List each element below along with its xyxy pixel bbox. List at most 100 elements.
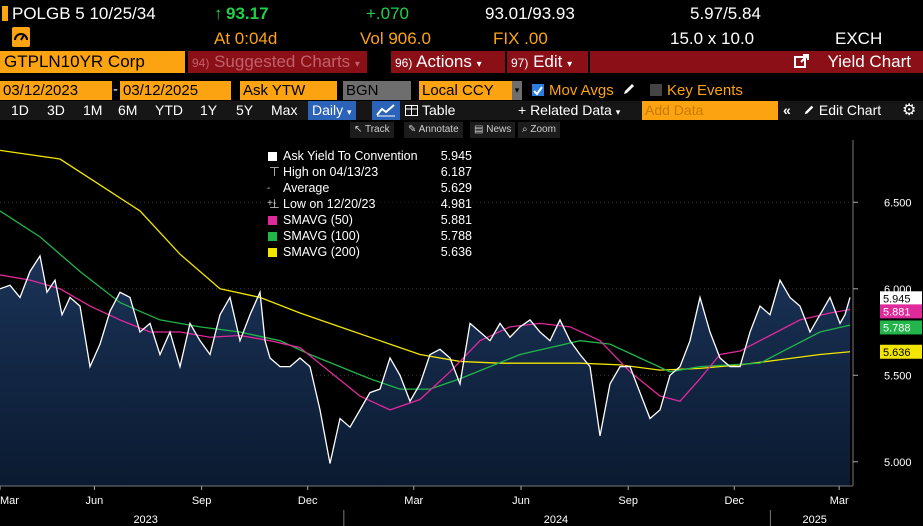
key-events-checkbox[interactable] — [650, 84, 662, 96]
suggested-charts-button[interactable]: 94) Suggested Charts ▾ — [188, 51, 367, 73]
legend-value: 4.981 — [440, 197, 472, 211]
source-field[interactable]: BGN — [343, 81, 411, 100]
x-axis: Mar Jun Sep Dec Mar Jun Sep Dec Mar 2023 2024 2025 — [0, 485, 853, 526]
start-date-field[interactable]: 03/12/2023 — [0, 81, 112, 100]
gear-icon[interactable]: ⚙ — [902, 102, 917, 119]
legend-label: Ask Yield To Convention — [283, 149, 418, 163]
currency-dropdown-icon[interactable]: ▾ — [512, 81, 522, 100]
legend-label: SMAVG (200) — [283, 245, 360, 259]
legend-value: 5.636 — [440, 245, 472, 259]
period-daily-select[interactable]: Daily ▾ — [308, 101, 356, 120]
y-tick-label: 5.500 — [884, 370, 912, 382]
security-field[interactable]: GTPLN10YR Corp — [0, 51, 185, 73]
annotate-label: Annotate — [418, 124, 459, 135]
mov-avgs-checkbox[interactable] — [532, 84, 544, 96]
legend-item-sma100: SMAVG (100) 5.788 — [266, 229, 478, 244]
actions-button[interactable]: 96) Actions ▾ — [391, 51, 505, 73]
dropdown-arrow-icon: ▾ — [476, 59, 482, 70]
fix: FIX .00 — [493, 29, 548, 48]
track-tool[interactable]: ↖ Track — [350, 122, 394, 138]
legend-item-yield: Ask Yield To Convention 5.945 — [266, 149, 478, 164]
legend-item-average: -+- Average 5.629 — [266, 181, 478, 209]
x-tick-label: Mar — [0, 495, 19, 507]
period-ytd[interactable]: YTD — [155, 102, 183, 118]
x-tick-label: Jun — [512, 495, 530, 507]
table-icon[interactable] — [405, 101, 418, 120]
track-label: Track — [364, 124, 390, 135]
exchange: EXCH — [835, 29, 883, 48]
period-daily-label: Daily — [312, 102, 344, 118]
quote-size: 15.0 x 10.0 — [670, 29, 755, 48]
end-date-field[interactable]: 03/12/2025 — [120, 81, 231, 100]
related-data-label: + Related Data — [518, 102, 612, 118]
actions-num: 96) — [395, 56, 413, 70]
annotate-tool[interactable]: ✎ Annotate — [404, 122, 463, 138]
related-data-button[interactable]: + Related Data ▾ — [518, 101, 620, 120]
period-1y[interactable]: 1Y — [200, 102, 218, 118]
table-button[interactable]: Table — [422, 102, 456, 118]
series-line — [0, 149, 851, 371]
up-arrow-icon: ↑ — [214, 4, 223, 23]
period-bar: 1D 3D 1M 6M YTD 1Y 5Y Max Daily ▾ Table … — [0, 101, 923, 120]
annotate-icon: ✎ — [408, 124, 419, 135]
x-tick-label: Sep — [192, 495, 212, 507]
ticker[interactable]: POLGB 5 10/25/34 — [12, 4, 156, 23]
x-tick-label: Sep — [618, 495, 638, 507]
dropdown-arrow-icon: ▾ — [347, 107, 352, 117]
average-marker-icon: -+- — [267, 183, 277, 209]
key-events-label[interactable]: Key Events — [667, 82, 743, 99]
legend-value: 5.945 — [440, 149, 472, 163]
zoom-icon: ⌕ — [522, 124, 531, 135]
legend-item-sma200: SMAVG (200) 5.636 — [266, 245, 478, 260]
period-1m[interactable]: 1M — [83, 102, 103, 118]
suggested-charts-num: 94) — [192, 56, 210, 70]
legend-label: Low on 12/20/23 — [283, 197, 376, 211]
edit-chart-button[interactable]: Edit Chart — [803, 101, 881, 120]
legend-item-high: ⊤ High on 04/13/23 6.187 — [266, 165, 478, 180]
period-3d[interactable]: 3D — [47, 102, 65, 118]
period-1d[interactable]: 1D — [11, 102, 29, 118]
legend-swatch — [268, 152, 277, 161]
collapse-icon[interactable]: « — [783, 102, 791, 118]
currency-field[interactable]: Local CCY — [419, 81, 512, 100]
edit-label: Edit — [533, 52, 563, 71]
chart-legend[interactable]: Ask Yield To Convention 5.945 ⊤ High on … — [262, 145, 480, 265]
field-selector[interactable]: Ask YTW — [240, 81, 337, 100]
edit-num: 97) — [511, 56, 529, 70]
last-value-label: 5.636 — [883, 347, 911, 359]
edit-chart-label: Edit Chart — [818, 102, 882, 118]
year-label: 2025 — [802, 514, 826, 526]
pencil-icon[interactable] — [622, 82, 636, 100]
edit-button[interactable]: 97) Edit ▾ — [507, 51, 588, 73]
dropdown-arrow-icon: ▾ — [615, 107, 621, 117]
x-tick-label: Dec — [298, 495, 318, 507]
gauge-icon[interactable] — [12, 27, 30, 47]
zoom-tool[interactable]: ⌕ Zoom — [518, 122, 560, 138]
x-tick-label: Jun — [86, 495, 104, 507]
period-max[interactable]: Max — [271, 102, 298, 118]
series-lines — [0, 149, 851, 464]
period-5y[interactable]: 5Y — [236, 102, 254, 118]
year-label: 2023 — [133, 514, 157, 526]
last-value-label: 5.881 — [883, 306, 911, 318]
legend-value: 5.788 — [440, 229, 472, 243]
legend-label: SMAVG (100) — [283, 229, 360, 243]
add-data-input[interactable]: Add Data — [642, 101, 778, 120]
line-chart-icon[interactable] — [372, 101, 400, 120]
quote-time: At 0:04d — [214, 29, 278, 48]
y-tick-label: 6.500 — [884, 197, 912, 209]
yield-chart-label: Yield Chart — [827, 52, 911, 71]
period-6m[interactable]: 6M — [118, 102, 138, 118]
bid-ask-yield: 5.97/5.84 — [690, 4, 761, 23]
quote-bar: POLGB 5 10/25/34 ↑ 93.17 +.070 93.01/93.… — [0, 0, 923, 27]
x-tick-label: Dec — [725, 495, 745, 507]
year-label: 2024 — [544, 514, 568, 526]
news-tool[interactable]: ▤ News — [470, 122, 516, 138]
external-link-icon[interactable] — [794, 51, 810, 73]
last-value-tag — [880, 344, 922, 359]
mov-avgs-label[interactable]: Mov Avgs — [549, 82, 614, 99]
date-separator: - — [113, 81, 118, 98]
news-label: News — [486, 124, 512, 135]
